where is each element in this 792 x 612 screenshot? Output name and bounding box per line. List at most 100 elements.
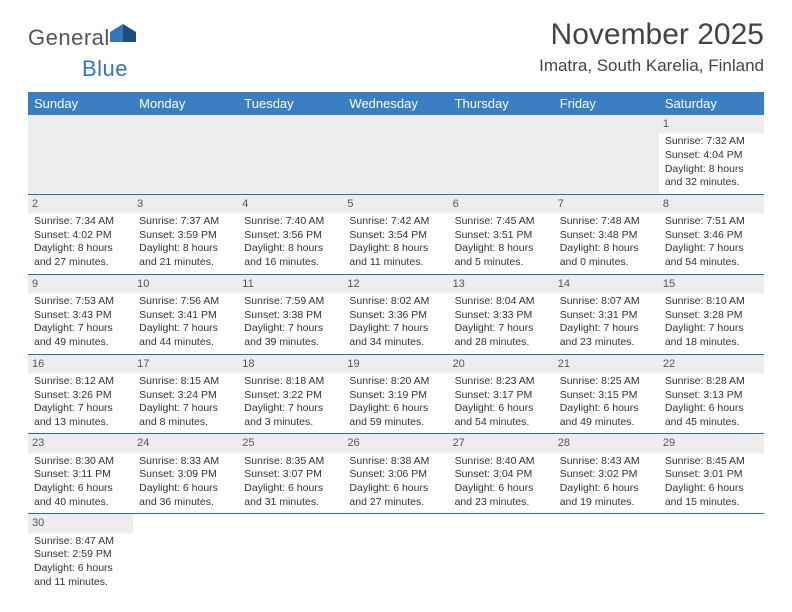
logo: General [28,24,140,52]
calendar-day-cell: 2Sunrise: 7:34 AMSunset: 4:02 PMDaylight… [28,194,133,274]
daylight-text: and 28 minutes. [455,336,548,350]
sunrise-text: Sunrise: 7:59 AM [244,295,337,309]
daylight-text: Daylight: 7 hours [349,322,442,336]
logo-flag-icon [110,24,136,42]
day-number: 23 [28,434,133,452]
calendar-body: 1Sunrise: 7:32 AMSunset: 4:04 PMDaylight… [28,115,764,593]
sunrise-text: Sunrise: 7:51 AM [665,215,758,229]
sunrise-text: Sunrise: 8:40 AM [455,455,548,469]
calendar-day-cell: 25Sunrise: 8:35 AMSunset: 3:07 PMDayligh… [238,434,343,514]
sunrise-text: Sunrise: 8:07 AM [560,295,653,309]
daylight-text: Daylight: 8 hours [349,242,442,256]
daylight-text: Daylight: 6 hours [665,482,758,496]
weekday-header: Thursday [449,92,554,115]
sunset-text: Sunset: 3:09 PM [139,468,232,482]
sunrise-text: Sunrise: 8:33 AM [139,455,232,469]
daylight-text: Daylight: 6 hours [244,482,337,496]
day-number: 7 [554,195,659,213]
calendar-week-row: 30Sunrise: 8:47 AMSunset: 2:59 PMDayligh… [28,514,764,593]
sunrise-text: Sunrise: 8:18 AM [244,375,337,389]
daylight-text: and 59 minutes. [349,416,442,430]
daylight-text: Daylight: 7 hours [139,322,232,336]
calendar-empty-cell [343,514,448,593]
calendar-day-cell: 3Sunrise: 7:37 AMSunset: 3:59 PMDaylight… [133,194,238,274]
calendar-day-cell: 11 Sunrise: 7:59 AMSunset: 3:38 PMDayligh… [238,274,343,354]
calendar-day-cell: 26Sunrise: 8:38 AMSunset: 3:06 PMDayligh… [343,434,448,514]
sunset-text: Sunset: 3:07 PM [244,468,337,482]
sunrise-text: Sunrise: 8:04 AM [455,295,548,309]
day-number: 6 [449,195,554,213]
sunset-text: Sunset: 3:33 PM [455,309,548,323]
calendar-empty-cell [659,514,764,593]
day-number: 20 [449,355,554,373]
sunset-text: Sunset: 3:26 PM [34,389,127,403]
sunset-text: Sunset: 3:13 PM [665,389,758,403]
sunrise-text: Sunrise: 8:35 AM [244,455,337,469]
sunrise-text: Sunrise: 7:37 AM [139,215,232,229]
daylight-text: and 31 minutes. [244,496,337,510]
day-number: 28 [554,434,659,452]
day-number: 18 [238,355,343,373]
logo-text-1: General [28,25,110,51]
sunrise-text: Sunrise: 7:48 AM [560,215,653,229]
daylight-text: and 13 minutes. [34,416,127,430]
sunset-text: Sunset: 3:15 PM [560,389,653,403]
calendar-day-cell: 18Sunrise: 8:18 AMSunset: 3:22 PMDayligh… [238,354,343,434]
daylight-text: Daylight: 7 hours [139,402,232,416]
day-number: 10 [133,275,238,293]
day-number: 16 [28,355,133,373]
sunrise-text: Sunrise: 8:20 AM [349,375,442,389]
calendar-day-cell: 17Sunrise: 8:15 AMSunset: 3:24 PMDayligh… [133,354,238,434]
daylight-text: Daylight: 6 hours [455,402,548,416]
calendar-day-cell: 5Sunrise: 7:42 AMSunset: 3:54 PMDaylight… [343,194,448,274]
daylight-text: and 32 minutes. [665,176,758,190]
calendar-week-row: 1Sunrise: 7:32 AMSunset: 4:04 PMDaylight… [28,115,764,194]
day-number: 12 [343,275,448,293]
sunrise-text: Sunrise: 8:43 AM [560,455,653,469]
weekday-header: Saturday [659,92,764,115]
daylight-text: and 44 minutes. [139,336,232,350]
daylight-text: Daylight: 8 hours [560,242,653,256]
daylight-text: Daylight: 8 hours [139,242,232,256]
daylight-text: Daylight: 7 hours [244,322,337,336]
daylight-text: and 54 minutes. [665,256,758,270]
sunrise-text: Sunrise: 8:47 AM [34,535,127,549]
sunset-text: Sunset: 3:54 PM [349,229,442,243]
sunset-text: Sunset: 3:28 PM [665,309,758,323]
day-number: 1 [659,115,764,133]
daylight-text: and 11 minutes. [349,256,442,270]
day-number: 17 [133,355,238,373]
calendar-empty-cell [238,115,343,194]
day-number: 9 [28,275,133,293]
sunset-text: Sunset: 3:31 PM [560,309,653,323]
sunset-text: Sunset: 3:43 PM [34,309,127,323]
calendar-week-row: 2Sunrise: 7:34 AMSunset: 4:02 PMDaylight… [28,194,764,274]
daylight-text: Daylight: 7 hours [665,322,758,336]
day-number: 8 [659,195,764,213]
day-number: 5 [343,195,448,213]
sunset-text: Sunset: 3:38 PM [244,309,337,323]
daylight-text: Daylight: 6 hours [139,482,232,496]
sunset-text: Sunset: 3:06 PM [349,468,442,482]
day-number: 11 [238,275,343,293]
daylight-text: and 15 minutes. [665,496,758,510]
calendar-day-cell: 20Sunrise: 8:23 AMSunset: 3:17 PMDayligh… [449,354,554,434]
day-number: 4 [238,195,343,213]
daylight-text: and 11 minutes. [34,576,127,590]
daylight-text: and 45 minutes. [665,416,758,430]
daylight-text: Daylight: 7 hours [665,242,758,256]
weekday-header: Sunday [28,92,133,115]
daylight-text: and 27 minutes. [34,256,127,270]
daylight-text: Daylight: 7 hours [34,402,127,416]
daylight-text: and 54 minutes. [455,416,548,430]
sunrise-text: Sunrise: 8:28 AM [665,375,758,389]
daylight-text: and 49 minutes. [34,336,127,350]
calendar-day-cell: 13Sunrise: 8:04 AMSunset: 3:33 PMDayligh… [449,274,554,354]
calendar-day-cell: 16Sunrise: 8:12 AMSunset: 3:26 PMDayligh… [28,354,133,434]
calendar-day-cell: 24Sunrise: 8:33 AMSunset: 3:09 PMDayligh… [133,434,238,514]
sunrise-text: Sunrise: 7:32 AM [665,135,758,149]
day-number: 22 [659,355,764,373]
calendar-week-row: 23Sunrise: 8:30 AMSunset: 3:11 PMDayligh… [28,434,764,514]
calendar-day-cell: 23Sunrise: 8:30 AMSunset: 3:11 PMDayligh… [28,434,133,514]
daylight-text: Daylight: 6 hours [665,402,758,416]
